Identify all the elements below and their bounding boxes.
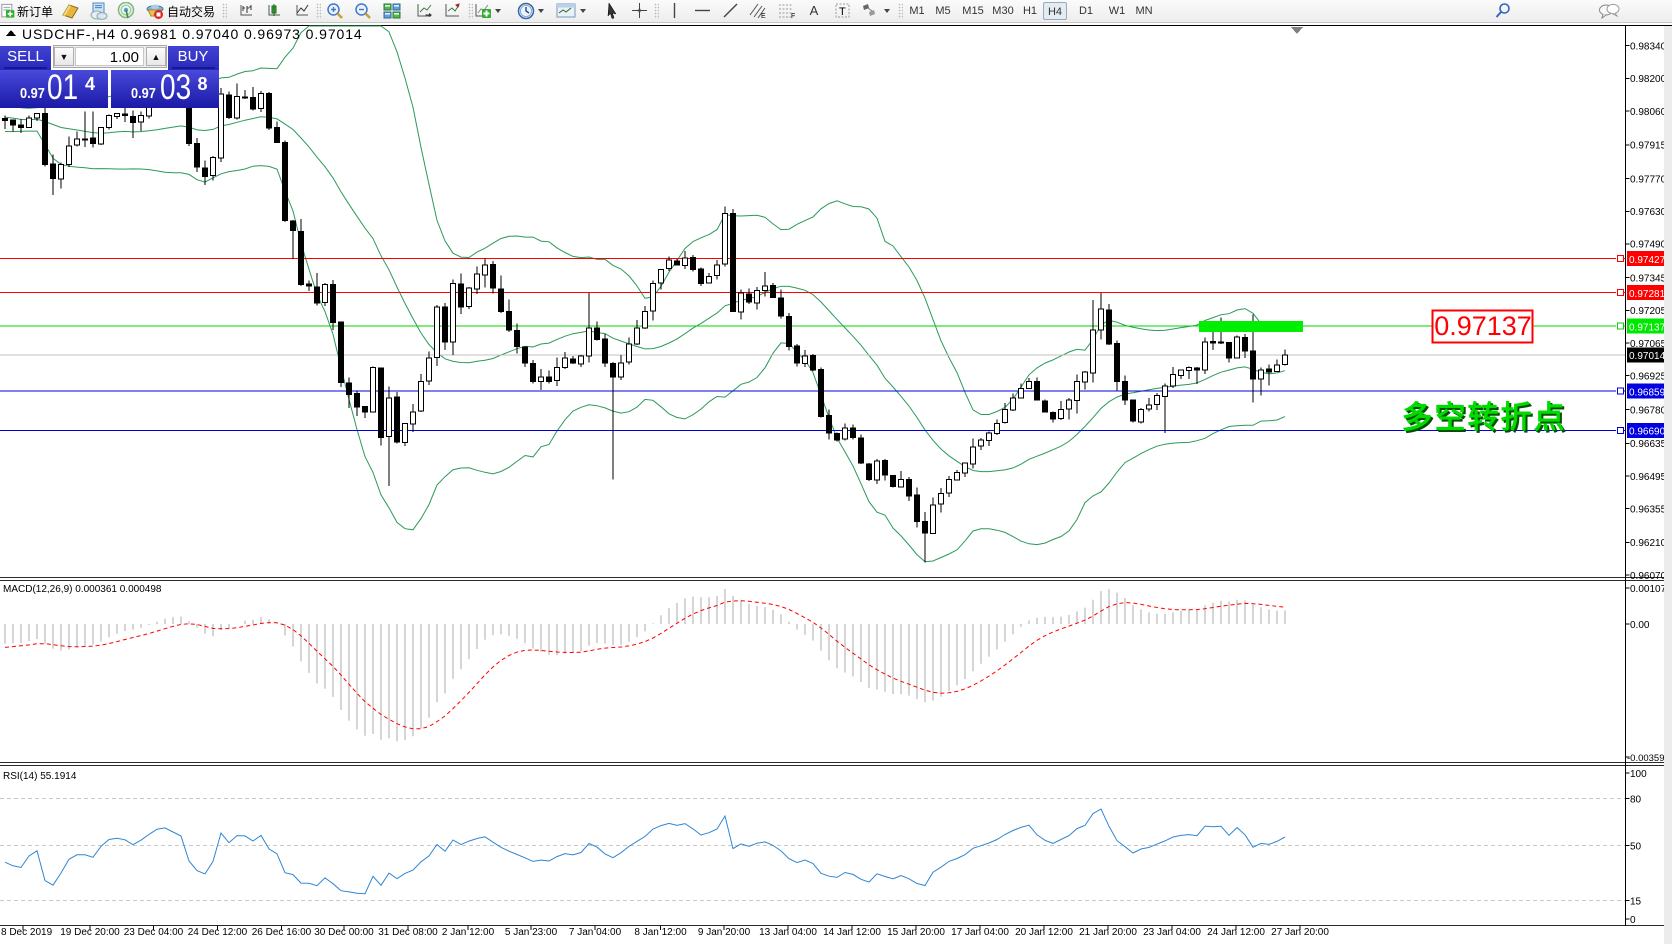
- svg-text:0: 0: [1630, 915, 1636, 926]
- svg-text:8 Jan 12:00: 8 Jan 12:00: [634, 927, 687, 938]
- svg-text:24 Jan 12:00: 24 Jan 12:00: [1207, 927, 1265, 938]
- svg-text:0.96780: 0.96780: [1630, 405, 1667, 416]
- svg-text:0.96690: 0.96690: [1629, 427, 1666, 438]
- svg-text:0.97490: 0.97490: [1630, 240, 1667, 251]
- svg-text:0.96925: 0.96925: [1630, 372, 1667, 383]
- svg-text:23 Dec 04:00: 23 Dec 04:00: [124, 927, 184, 938]
- svg-text:21 Jan 20:00: 21 Jan 20:00: [1079, 927, 1137, 938]
- svg-text:0.98340: 0.98340: [1630, 42, 1667, 53]
- svg-text:T: T: [839, 6, 846, 18]
- svg-text:F: F: [791, 13, 795, 19]
- svg-text:15: 15: [1630, 897, 1642, 908]
- svg-text:19 Dec 20:00: 19 Dec 20:00: [60, 927, 120, 938]
- svg-text:-0.003595: -0.003595: [1627, 753, 1670, 764]
- svg-text:8 Dec 2019: 8 Dec 2019: [1, 927, 53, 938]
- svg-text:0.97205: 0.97205: [1630, 306, 1667, 317]
- svg-text:0.97137: 0.97137: [1629, 322, 1666, 333]
- svg-text:5 Jan 23:00: 5 Jan 23:00: [505, 927, 558, 938]
- svg-text:2 Jan 12:00: 2 Jan 12:00: [442, 927, 495, 938]
- svg-text:USDCHF-,H4 0.96981 0.97040 0.: USDCHF-,H4 0.96981 0.97040 0.96973 0.970…: [22, 26, 363, 42]
- svg-text:23 Jan 04:00: 23 Jan 04:00: [1143, 927, 1201, 938]
- svg-text:13 Jan 04:00: 13 Jan 04:00: [759, 927, 817, 938]
- svg-text:0.97427: 0.97427: [1629, 255, 1666, 266]
- svg-text:0.97770: 0.97770: [1630, 174, 1667, 185]
- svg-text:27 Jan 20:00: 27 Jan 20:00: [1271, 927, 1329, 938]
- svg-text:0.96859: 0.96859: [1629, 387, 1666, 398]
- svg-text:RSI(14) 55.1914: RSI(14) 55.1914: [3, 771, 77, 782]
- svg-text:0.97065: 0.97065: [1630, 339, 1667, 350]
- svg-text:0.96355: 0.96355: [1630, 504, 1667, 515]
- svg-text:0.97281: 0.97281: [1629, 289, 1666, 300]
- svg-text:0.00: 0.00: [1630, 620, 1650, 631]
- svg-text:0.96495: 0.96495: [1630, 472, 1667, 483]
- svg-text:26 Dec 16:00: 26 Dec 16:00: [252, 927, 312, 938]
- svg-text:0.96070: 0.96070: [1630, 571, 1667, 582]
- svg-text:0.97630: 0.97630: [1630, 207, 1667, 218]
- svg-text:7 Jan 04:00: 7 Jan 04:00: [569, 927, 622, 938]
- svg-text:0.96635: 0.96635: [1630, 439, 1667, 450]
- svg-text:MACD(12,26,9) 0.000361 0.00049: MACD(12,26,9) 0.000361 0.000498: [3, 584, 162, 595]
- svg-text:80: 80: [1630, 795, 1642, 806]
- svg-text:31 Dec 08:00: 31 Dec 08:00: [378, 927, 438, 938]
- svg-text:24 Dec 12:00: 24 Dec 12:00: [188, 927, 248, 938]
- svg-text:0.97345: 0.97345: [1630, 274, 1667, 285]
- svg-text:0.97915: 0.97915: [1630, 141, 1667, 152]
- svg-text:17 Jan 04:00: 17 Jan 04:00: [951, 927, 1009, 938]
- svg-text:0.96210: 0.96210: [1630, 538, 1667, 549]
- svg-text:50: 50: [1630, 842, 1642, 853]
- svg-text:0.98200: 0.98200: [1630, 74, 1667, 85]
- svg-text:100: 100: [1630, 769, 1647, 780]
- svg-text:多空转折点: 多空转折点: [1404, 402, 1569, 437]
- svg-text:0.97137: 0.97137: [1434, 311, 1532, 341]
- svg-text:E: E: [761, 13, 766, 19]
- svg-text:14 Jan 12:00: 14 Jan 12:00: [823, 927, 881, 938]
- svg-text:20 Jan 12:00: 20 Jan 12:00: [1015, 927, 1073, 938]
- svg-text:30 Dec 00:00: 30 Dec 00:00: [314, 927, 374, 938]
- svg-text:多空转折点: 多空转折点: [1402, 400, 1567, 435]
- svg-text:15 Jan 20:00: 15 Jan 20:00: [887, 927, 945, 938]
- svg-text:9 Jan 20:00: 9 Jan 20:00: [698, 927, 751, 938]
- svg-text:0.00107: 0.00107: [1630, 584, 1667, 595]
- svg-text:0.98060: 0.98060: [1630, 107, 1667, 118]
- svg-text:0.97014: 0.97014: [1629, 351, 1666, 362]
